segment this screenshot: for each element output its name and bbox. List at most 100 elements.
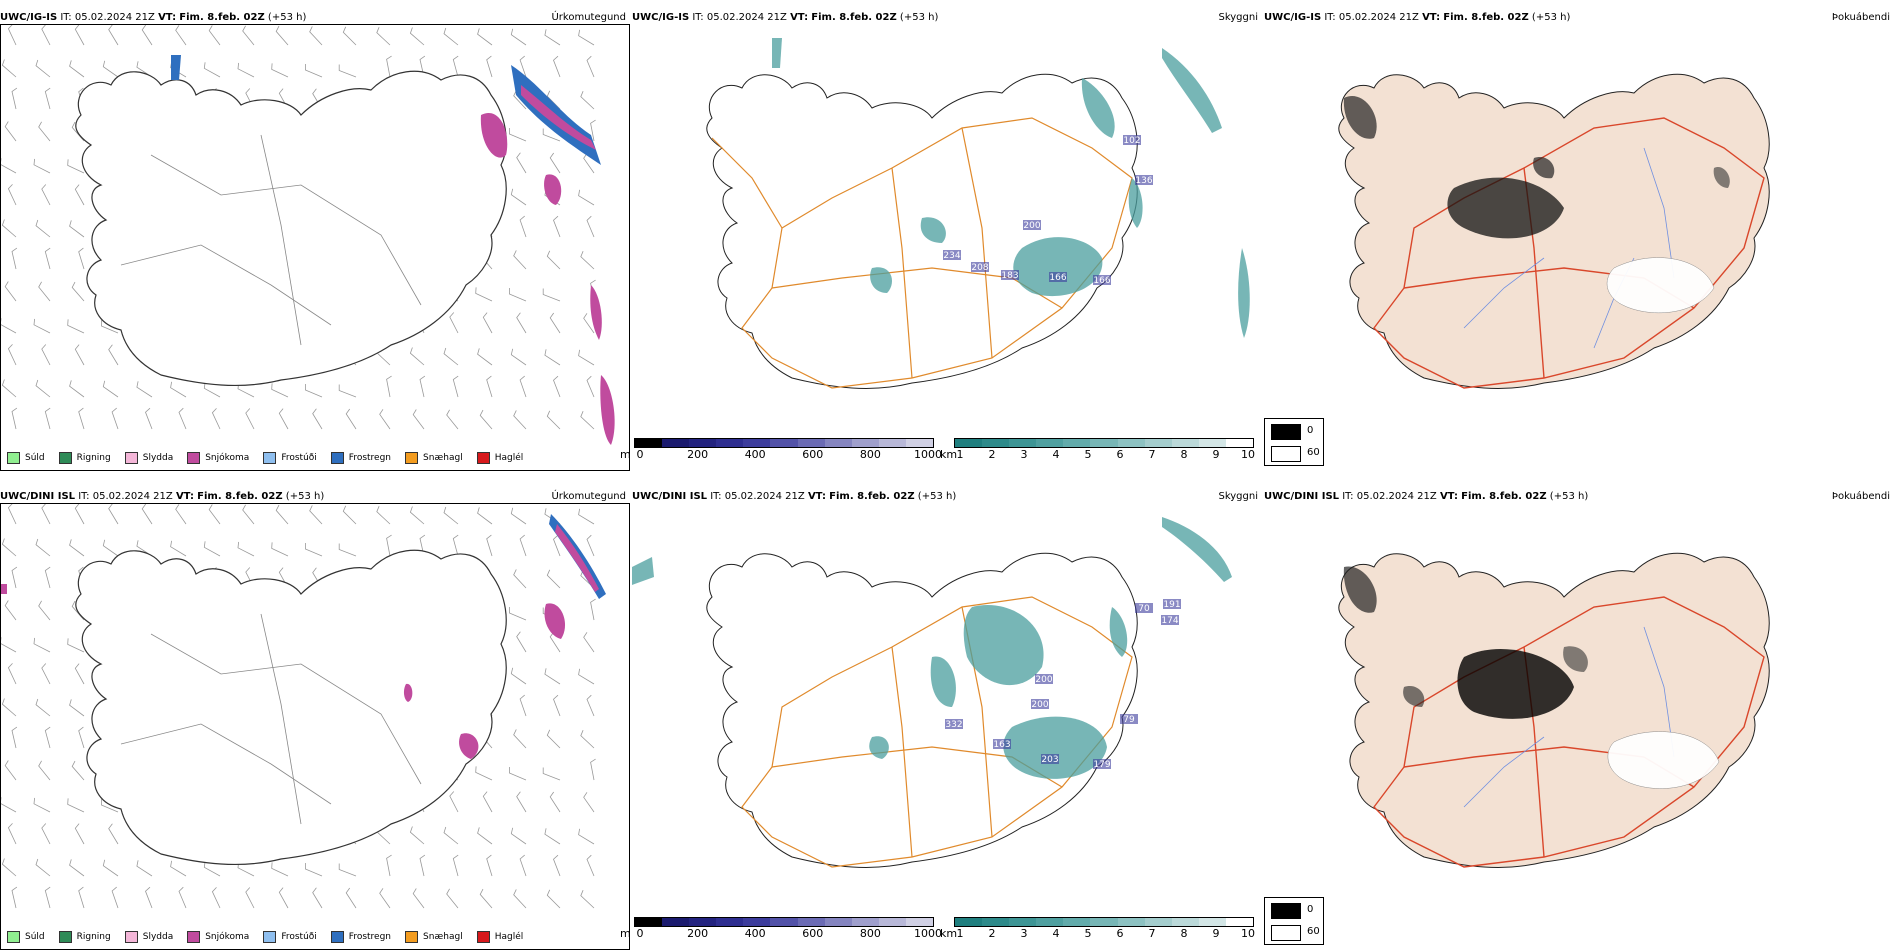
wind-barb [477, 507, 493, 525]
scale-tick-label: 600 [802, 448, 824, 461]
wind-barb [553, 215, 561, 238]
precip-legend-item: Slydda [124, 452, 173, 464]
wind-barb [35, 698, 51, 717]
wind-barb [108, 504, 119, 525]
visibility-label-bg [1001, 270, 1019, 280]
visibility-label-bg [945, 719, 963, 729]
scale-tick-label: 5 [1084, 448, 1092, 461]
init-time: 05.02.2024 21Z [74, 12, 155, 23]
wind-barb [175, 504, 187, 525]
visibility-scale-m: 0 200 400 600 800 1000 m [620, 917, 942, 941]
wind-barb [35, 379, 51, 398]
wind-barb [271, 542, 289, 557]
fog-legend-label: 0 [1307, 904, 1314, 915]
wind-barb [452, 854, 459, 877]
wind-barb [419, 55, 426, 78]
visibility-panel-row1: UWC/IG-IS IT: 05.02.2024 21Z VT: Fim. 8.… [620, 8, 1262, 473]
wind-barb [419, 534, 426, 557]
wind-barb [513, 250, 527, 270]
legend-swatch [476, 931, 490, 943]
wind-barb [1, 318, 17, 334]
model-name: UWC/IG-IS [1264, 12, 1322, 23]
wind-barb [136, 381, 153, 398]
legend-label: Súld [25, 932, 45, 942]
scale-color-step [1063, 439, 1091, 447]
visibility-label-bg [1035, 674, 1053, 684]
wind-barb [71, 281, 85, 302]
precip-panel-row2: UWC/DINI ISL IT: 05.02.2024 21Z VT: Fim.… [0, 487, 630, 952]
wind-barb [78, 407, 85, 430]
valid-label: VT: [158, 12, 177, 23]
precip-legend-item: Súld [7, 931, 45, 943]
wind-barb [542, 288, 561, 302]
scale-color-step [1225, 918, 1254, 926]
wind-barb [508, 766, 527, 781]
wind-barb [69, 539, 85, 557]
panel-header: UWC/DINI ISL IT: 05.02.2024 21Z VT: Fim.… [1264, 487, 1894, 507]
wind-barb [203, 541, 221, 557]
visibility-value-label: 191 [1163, 600, 1180, 610]
visibility-scale-km: 1 2 3 4 5 6 7 8 9 10 km [940, 917, 1255, 941]
wind-barb [208, 25, 221, 46]
valid-time: Fim. 8.feb. 02Z [1443, 12, 1529, 23]
scale-color-step [955, 439, 983, 447]
init-time: 05.02.2024 21Z [706, 12, 787, 23]
scale-tick-label: 6 [1116, 448, 1124, 461]
wind-barb [41, 663, 51, 685]
scale-color-step [1198, 918, 1226, 926]
visibility-value-label: 70 [1138, 604, 1150, 614]
visibility-label-bg [971, 262, 989, 272]
scale-tick-label: 5 [1084, 927, 1092, 940]
scale-color-step [824, 918, 852, 926]
wind-barb [510, 348, 527, 366]
scale-tick-label: 4 [1052, 927, 1060, 940]
wind-barb [275, 25, 289, 46]
precip-legend-item: Haglél [476, 452, 523, 464]
scale-color-step [1090, 439, 1118, 447]
wind-barb [74, 504, 85, 525]
valid-label: VT: [807, 491, 826, 502]
wind-barb [409, 347, 425, 366]
wind-barb [479, 409, 493, 430]
wind-barb [519, 55, 527, 78]
scale-tick-label: 3 [1020, 927, 1028, 940]
wind-barb [386, 854, 392, 877]
wind-barb [111, 407, 119, 430]
km-scale-unit: km [940, 448, 958, 461]
wind-barb [419, 375, 426, 398]
wind-barb [7, 344, 17, 366]
scale-color-step [1009, 918, 1037, 926]
panel-header: UWC/IG-IS IT: 05.02.2024 21Z VT: Fim. 8.… [632, 8, 1262, 28]
wind-barb [580, 251, 595, 270]
wind-barb [586, 55, 595, 78]
wind-barb [67, 798, 85, 813]
wind-barb [35, 538, 51, 557]
scale-tick-label: 9 [1212, 927, 1220, 940]
wind-barb [1, 698, 17, 717]
wind-barb [69, 60, 85, 78]
wind-barb [379, 409, 391, 430]
wind-barb [519, 375, 527, 398]
wind-barb [412, 409, 425, 430]
wind-barb [452, 55, 459, 78]
legend-swatch [7, 452, 20, 464]
init-label: IT: [1342, 491, 1354, 502]
legend-swatch [330, 452, 344, 464]
wind-barb [44, 886, 51, 909]
wind-barb [345, 887, 357, 909]
scale-tick-label: 2 [988, 448, 996, 461]
scale-tick-label: 8 [1180, 448, 1188, 461]
wind-barb [486, 55, 493, 78]
visibility-label-bg [1135, 175, 1153, 185]
scale-tick-label: 400 [744, 448, 766, 461]
wind-barb [482, 791, 493, 813]
wind-barb [510, 28, 527, 46]
precip-legend-item: Frostúði [263, 452, 317, 464]
init-label: IT: [78, 491, 90, 502]
wind-barb [542, 128, 561, 142]
panel-header: UWC/DINI ISL IT: 05.02.2024 21Z VT: Fim.… [0, 487, 630, 507]
wind-barb [546, 250, 561, 270]
legend-label: Frostúði [281, 932, 317, 942]
lead-time: (+53 h) [1531, 12, 1571, 23]
wind-barb [1, 379, 17, 398]
